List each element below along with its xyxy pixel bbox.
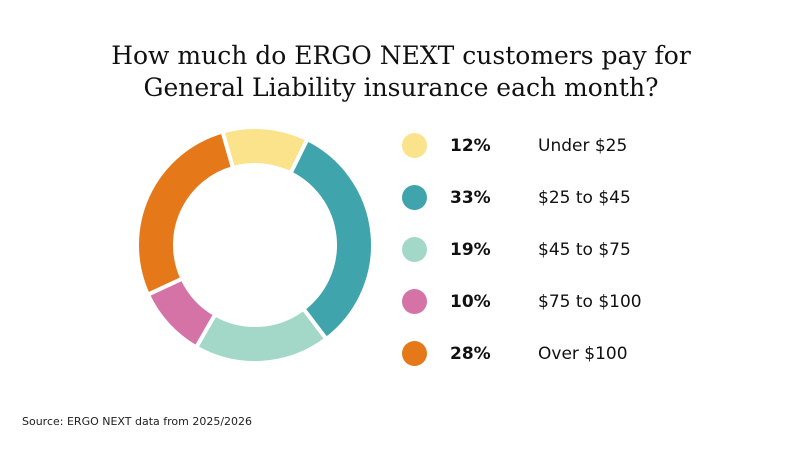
legend-swatch [402, 289, 427, 314]
source-note: Source: ERGO NEXT data from 2025/2026 [22, 415, 253, 428]
legend-swatch [402, 237, 427, 262]
donut-slice [287, 136, 375, 342]
legend-percent: 12% [450, 136, 491, 156]
legend-percent: 19% [450, 240, 491, 260]
chart-title-line-1: How much do ERGO NEXT customers pay for [111, 41, 691, 70]
donut-chart [135, 125, 375, 365]
legend-label: Over $100 [538, 344, 628, 364]
legend-percent: 28% [450, 344, 491, 364]
legend-item: 10% $75 to $100 [402, 284, 702, 320]
legend-item: 12% Under $25 [402, 128, 702, 164]
chart-title: How much do ERGO NEXT customers pay for … [0, 40, 802, 104]
legend-swatch [402, 133, 427, 158]
legend-item: 28% Over $100 [402, 336, 702, 372]
legend-item: 19% $45 to $75 [402, 232, 702, 268]
legend-percent: 10% [450, 292, 491, 312]
legend-item: 33% $25 to $45 [402, 180, 702, 216]
legend-label: $45 to $75 [538, 240, 631, 260]
legend-label: $25 to $45 [538, 188, 631, 208]
legend-percent: 33% [450, 188, 491, 208]
legend-swatch [402, 341, 427, 366]
legend-label: Under $25 [538, 136, 628, 156]
donut-slice [135, 129, 236, 298]
legend-label: $75 to $100 [538, 292, 642, 312]
chart-title-line-2: General Liability insurance each month? [143, 73, 659, 102]
legend-swatch [402, 185, 427, 210]
